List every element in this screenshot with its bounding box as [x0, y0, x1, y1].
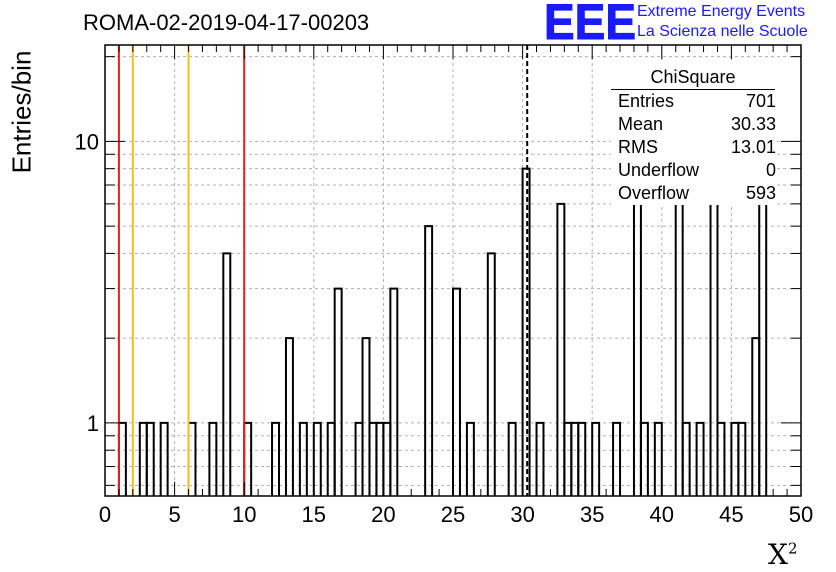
histogram-bin: [145, 421, 155, 496]
y-axis-label: Entries/bin: [6, 50, 37, 174]
histogram-bin: [591, 421, 601, 496]
histogram-bin: [751, 337, 761, 496]
histogram-bin: [298, 421, 308, 496]
stats-value: 701: [745, 91, 776, 111]
histogram-bin: [577, 421, 587, 496]
stats-key: Underflow: [618, 160, 700, 180]
histogram-bin: [208, 421, 218, 496]
histogram-bin: [737, 421, 747, 496]
stats-box-divider: [611, 89, 775, 90]
histogram-bin: [465, 421, 475, 496]
histogram-bin: [653, 421, 663, 496]
stats-row-overflow: Overflow 593: [618, 183, 776, 205]
x-tick-label: 5: [168, 502, 180, 527]
y-tick-label: 10: [75, 129, 99, 154]
histogram-bin: [556, 202, 566, 496]
x-tick-label: 50: [789, 502, 813, 527]
stats-box: ChiSquare Entries 701 Mean 30.33 RMS 13.…: [611, 63, 776, 205]
x-tick-label: 45: [719, 502, 743, 527]
x-tick-label: 20: [371, 502, 395, 527]
stats-key: Mean: [618, 114, 664, 134]
eee-logo-text: EEE: [544, 0, 636, 42]
stats-value: 30.33: [730, 114, 776, 134]
eee-logo: EEE: [544, 0, 637, 42]
stats-key: Overflow: [618, 183, 690, 203]
histogram-bin: [521, 167, 531, 496]
x-tick-label: 0: [99, 502, 111, 527]
histogram-bin: [695, 421, 705, 496]
histogram-bin: [284, 337, 294, 496]
x-tick-label: 10: [232, 502, 256, 527]
histogram-bin: [486, 252, 496, 496]
x-tick-label: 30: [510, 502, 534, 527]
histogram-bin: [709, 153, 719, 496]
histogram-bin: [361, 337, 371, 496]
stats-row-rms: RMS 13.01: [618, 137, 776, 159]
stats-row-mean: Mean 30.33: [618, 114, 776, 136]
chart-title: ROMA-02-2019-04-17-00203: [83, 10, 370, 35]
histogram-bin: [758, 153, 768, 496]
histogram-bin: [159, 421, 169, 496]
histogram-bin: [632, 202, 642, 496]
histogram-bin: [535, 421, 545, 496]
histogram-bin: [452, 287, 461, 496]
x-tick-label: 40: [650, 502, 674, 527]
reference-lines: [117, 45, 529, 496]
histogram-bin: [612, 421, 622, 496]
histogram-bin: [222, 252, 232, 496]
x-axis-label-base: X: [768, 538, 788, 571]
x-axis-label-superscript: 2: [787, 539, 798, 558]
histogram-bin: [639, 421, 649, 496]
stats-key: Entries: [618, 91, 675, 111]
histogram-bin: [389, 287, 399, 496]
histogram-bin: [507, 421, 517, 496]
stats-box-title: ChiSquare: [650, 67, 736, 87]
histogram-bin: [681, 421, 691, 496]
histogram-bin: [271, 421, 280, 496]
histogram-series: [117, 118, 768, 496]
histogram-bin: [312, 421, 322, 496]
axes: 0 5 10 15 20 25 30 35 40 45 50 1 10: [75, 44, 813, 527]
x-tick-label: 35: [580, 502, 604, 527]
stats-row-underflow: Underflow 0: [618, 160, 776, 182]
x-tick-label: 15: [302, 502, 326, 527]
stats-value: 0: [765, 160, 776, 180]
y-tick-label: 1: [87, 411, 99, 436]
histogram-bin: [424, 225, 434, 496]
logo-line-1: Extreme Energy Events: [637, 3, 806, 20]
stats-key: RMS: [618, 137, 658, 157]
logo-line-2: La Scienza nelle Scuole: [637, 23, 808, 40]
x-axis-label: X2: [768, 538, 797, 571]
stats-row-entries: Entries 701: [618, 91, 776, 113]
stats-value: 593: [745, 183, 776, 203]
x-tick-label: 25: [441, 502, 465, 527]
histogram-bin: [333, 287, 343, 496]
stats-value: 13.01: [730, 137, 776, 157]
histogram-bin: [716, 421, 726, 496]
